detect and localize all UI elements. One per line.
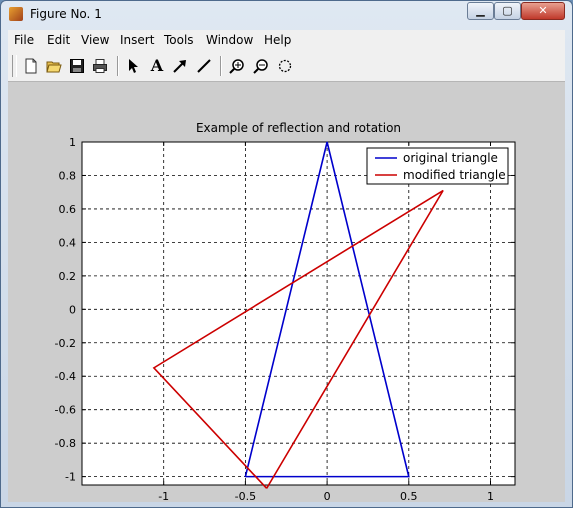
- menu-view[interactable]: View: [81, 33, 110, 47]
- select-arrow-icon[interactable]: [123, 56, 143, 76]
- close-button[interactable]: ✕: [521, 2, 565, 20]
- x-tick-label: 0.5: [400, 490, 418, 502]
- menu-file[interactable]: File: [14, 33, 35, 47]
- axes-box: [81, 141, 516, 486]
- insert-arrow-icon[interactable]: [170, 56, 190, 76]
- y-tick-label: 1: [69, 136, 76, 149]
- zoom-in-icon[interactable]: [227, 56, 247, 76]
- insert-line-icon[interactable]: [194, 56, 214, 76]
- rotate-3d-icon[interactable]: [275, 56, 295, 76]
- y-tick-label: -0.8: [55, 437, 76, 450]
- menu-tools[interactable]: Tools: [164, 33, 194, 47]
- print-icon[interactable]: [90, 56, 110, 76]
- menu-window[interactable]: Window: [206, 33, 254, 47]
- y-tick-label: -1: [65, 471, 76, 484]
- y-tick-label: 0.2: [59, 270, 77, 283]
- toolbar-separator: [220, 56, 222, 76]
- toolbar-grip[interactable]: [12, 55, 17, 77]
- legend-label: original triangle: [403, 151, 498, 165]
- x-tick-label: -1: [158, 490, 169, 502]
- figure-toolbar: A: [8, 51, 565, 82]
- maximize-button[interactable]: ▢: [494, 2, 521, 20]
- chart-svg[interactable]: Example of reflection and rotation -1 -0.5…: [8, 82, 565, 503]
- plot-area: Example of reflection and rotation -1 -0.5…: [8, 82, 565, 503]
- matlab-app-icon: [9, 7, 23, 21]
- figure-client-area: File Edit View Insert Tools Window Help: [8, 30, 565, 503]
- save-icon[interactable]: [67, 56, 87, 76]
- insert-text-icon[interactable]: A: [147, 56, 167, 76]
- y-tick-label: 0.4: [59, 236, 77, 249]
- window-title: Figure No. 1: [30, 7, 102, 21]
- toolbar-separator: [117, 56, 119, 76]
- y-tick-label: 0.6: [59, 203, 77, 216]
- y-tick-label: 0.8: [59, 169, 77, 182]
- series-line-modified-triangle[interactable]: [152, 189, 444, 489]
- x-tick-label: -0.5: [235, 490, 256, 502]
- y-tick-label: -0.2: [55, 337, 76, 350]
- axes-background[interactable]: [82, 142, 515, 485]
- legend-box[interactable]: [366, 147, 509, 185]
- menu-bar: File Edit View Insert Tools Window Help: [8, 30, 565, 51]
- menu-insert[interactable]: Insert: [120, 33, 155, 47]
- menu-help[interactable]: Help: [264, 33, 292, 47]
- series-line-original-triangle[interactable]: [244, 141, 410, 478]
- open-file-icon[interactable]: [44, 56, 64, 76]
- minimize-button[interactable]: ▁: [467, 2, 494, 20]
- y-tick-label: 0: [69, 303, 76, 316]
- menu-edit[interactable]: Edit: [47, 33, 71, 47]
- chart-title: Example of reflection and rotation: [196, 121, 401, 135]
- new-figure-icon[interactable]: [21, 56, 41, 76]
- title-bar[interactable]: Figure No. 1 ▁ ▢ ✕: [1, 1, 572, 29]
- y-tick-label: -0.4: [55, 370, 76, 383]
- y-tick-label: -0.6: [55, 404, 76, 417]
- legend-label: modified triangle: [403, 168, 506, 182]
- zoom-out-icon[interactable]: [251, 56, 271, 76]
- x-tick-label: 1: [487, 490, 494, 502]
- text-tool-label: A: [150, 56, 164, 75]
- x-tick-label: 0: [324, 490, 331, 502]
